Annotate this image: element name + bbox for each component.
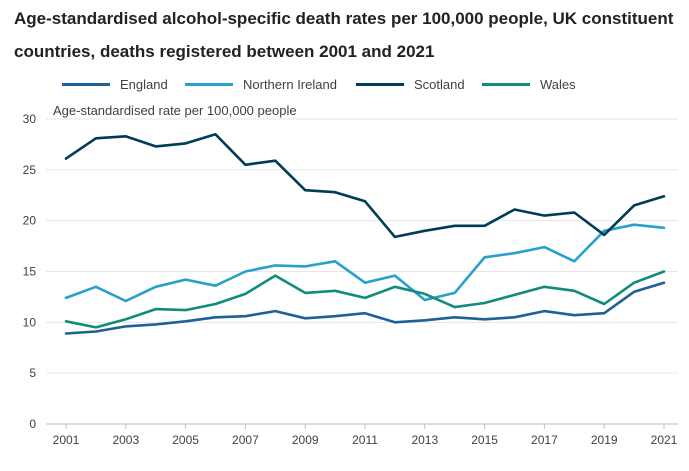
series-line-england — [64, 281, 666, 335]
x-tick-label: 2019 — [591, 433, 618, 447]
series-line-scotland — [64, 133, 666, 239]
x-tick-label: 2021 — [651, 433, 678, 447]
legend-swatch-england — [62, 83, 110, 86]
legend-label-scotland: Scotland — [414, 77, 465, 92]
legend-swatch-northern-ireland — [185, 83, 233, 86]
x-tick-label: 2011 — [352, 433, 378, 447]
y-tick-label: 25 — [23, 163, 37, 177]
y-axis-label: Age-standardised rate per 100,000 people — [53, 103, 297, 118]
y-tick-label: 10 — [23, 315, 37, 329]
chart-title: Age-standardised alcohol-specific death … — [14, 9, 674, 61]
x-tick-label: 2009 — [292, 433, 319, 447]
x-tick-label: 2005 — [172, 433, 199, 447]
legend-label-england: England — [120, 77, 168, 92]
series-lines — [64, 133, 666, 335]
y-tick-label: 30 — [23, 112, 37, 126]
y-tick-label: 5 — [29, 366, 36, 380]
series-line-northern-ireland — [64, 223, 666, 303]
legend-label-northern-ireland: Northern Ireland — [243, 77, 337, 92]
legend-item-england: England — [62, 77, 168, 92]
legend-swatch-wales — [482, 83, 530, 86]
legend-swatch-scotland — [356, 83, 404, 86]
x-tick-label: 2017 — [531, 433, 558, 447]
legend-item-northern-ireland: Northern Ireland — [185, 77, 337, 92]
gridlines — [46, 118, 678, 425]
x-tick-label: 2003 — [112, 433, 139, 447]
legend-item-scotland: Scotland — [356, 77, 465, 92]
x-tick-label: 2007 — [232, 433, 259, 447]
series-line-wales — [64, 270, 666, 329]
x-tick-label: 2001 — [53, 433, 80, 447]
x-tick-label: 2015 — [471, 433, 498, 447]
legend-item-wales: Wales — [482, 77, 576, 92]
axes: 0 5 10 15 20 25 30 2001 2003 2005 2007 2009 2011 2013… — [23, 112, 678, 447]
y-tick-label: 0 — [29, 417, 36, 431]
x-tick-label: 2013 — [411, 433, 438, 447]
y-tick-label: 15 — [23, 265, 37, 279]
y-tick-label: 20 — [23, 214, 37, 228]
legend-label-wales: Wales — [540, 77, 576, 92]
